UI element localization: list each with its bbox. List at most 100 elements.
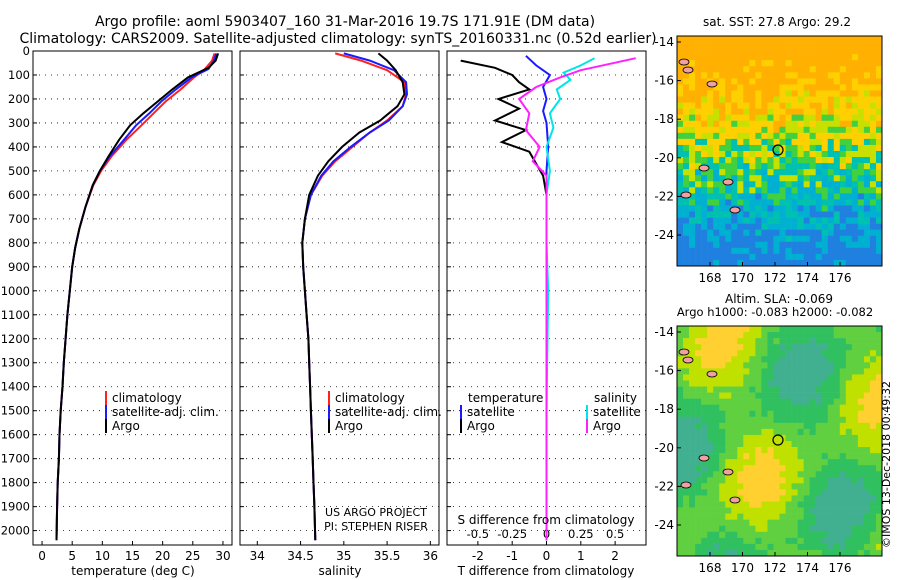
map-cell (833, 108, 841, 115)
map-cell (677, 338, 684, 345)
map-cell (791, 489, 798, 496)
map-cell (845, 42, 853, 49)
map-cell (797, 157, 804, 164)
map-cell (827, 102, 835, 109)
map-cell (689, 72, 696, 79)
map-cell (863, 199, 871, 206)
map-cell (761, 48, 768, 55)
map-cell (779, 374, 786, 381)
map-cell (821, 489, 829, 496)
map-cell (803, 90, 810, 97)
map-cell (719, 144, 726, 152)
map-cell (689, 525, 696, 533)
map-cell (683, 78, 690, 85)
map-cell (773, 217, 780, 224)
map-cell (803, 60, 810, 67)
map-cell (803, 217, 810, 224)
map-cell (845, 163, 853, 170)
island (678, 58, 690, 66)
map-cell (701, 144, 708, 152)
map-cell (785, 356, 792, 363)
map-cell (875, 102, 883, 109)
map-cell (743, 519, 750, 527)
map-cell (689, 386, 696, 393)
map-cell (749, 108, 756, 115)
map-cell (683, 543, 690, 551)
map-cell (707, 543, 714, 551)
map-cell (761, 126, 768, 134)
map-cell (689, 404, 696, 412)
map-cell (701, 157, 708, 164)
map-cell (701, 483, 708, 490)
map-cell (755, 453, 762, 460)
map-cell (749, 465, 756, 472)
map-cell (821, 72, 829, 79)
map-cell (725, 48, 732, 55)
map-cell (719, 217, 726, 224)
pi-note: PI: STEPHEN RISER (324, 520, 428, 533)
map-cell (851, 114, 859, 122)
map-cell (875, 326, 883, 333)
map-cell (857, 36, 865, 43)
map-cell (875, 380, 883, 387)
map-cell (677, 205, 684, 212)
map-cell (875, 187, 883, 194)
map-cell (821, 537, 829, 545)
map-cell (761, 513, 768, 520)
map-cell (719, 356, 726, 363)
map-cell (791, 501, 798, 508)
map-cell (761, 132, 768, 140)
map-cell (827, 84, 835, 91)
project-note: US ARGO PROJECT (325, 506, 427, 519)
map-cell (815, 90, 823, 97)
map-cell (713, 54, 720, 61)
map-cell (785, 543, 792, 551)
map-cell (797, 362, 804, 369)
map-cell (683, 132, 690, 140)
map-cell (803, 422, 810, 430)
map-cell (773, 416, 780, 424)
map-cell (761, 78, 768, 85)
map-cell (701, 368, 708, 375)
map-cell (767, 90, 774, 97)
map-cell (851, 72, 859, 79)
map-cell (815, 356, 823, 363)
map-cell (719, 54, 726, 61)
map-cell (863, 543, 871, 551)
map-cell (731, 525, 738, 533)
map-cell (857, 96, 865, 103)
map-cell (827, 72, 835, 79)
map-cell (749, 549, 756, 557)
map-cell (863, 507, 871, 514)
map-cell (725, 132, 732, 140)
map-cell (785, 229, 792, 237)
map-cell (737, 519, 744, 527)
map-cell (791, 392, 798, 399)
map-cell (779, 108, 786, 115)
map-cell (767, 187, 774, 194)
map-cell (845, 72, 853, 79)
map-cell (827, 78, 835, 85)
map-cell (677, 326, 684, 333)
map-cell (749, 114, 756, 122)
map-cell (845, 537, 853, 545)
map-cell (821, 344, 829, 351)
map-cell (773, 205, 780, 212)
map-cell (797, 169, 804, 176)
map-cell (791, 434, 798, 442)
map-cell (815, 66, 823, 73)
map-cell (677, 90, 684, 97)
map-cell (797, 477, 804, 484)
map-cell (815, 543, 823, 551)
map-cell (827, 428, 835, 436)
map-y-tick-label: -24 (654, 228, 674, 242)
map-cell (767, 326, 774, 333)
map-cell (767, 404, 774, 412)
map-cell (695, 453, 702, 460)
map-cell (791, 90, 798, 97)
map-cell (863, 422, 871, 430)
map-cell (719, 453, 726, 460)
map-cell (725, 519, 732, 527)
map-cell (719, 549, 726, 557)
map-cell (863, 193, 871, 200)
